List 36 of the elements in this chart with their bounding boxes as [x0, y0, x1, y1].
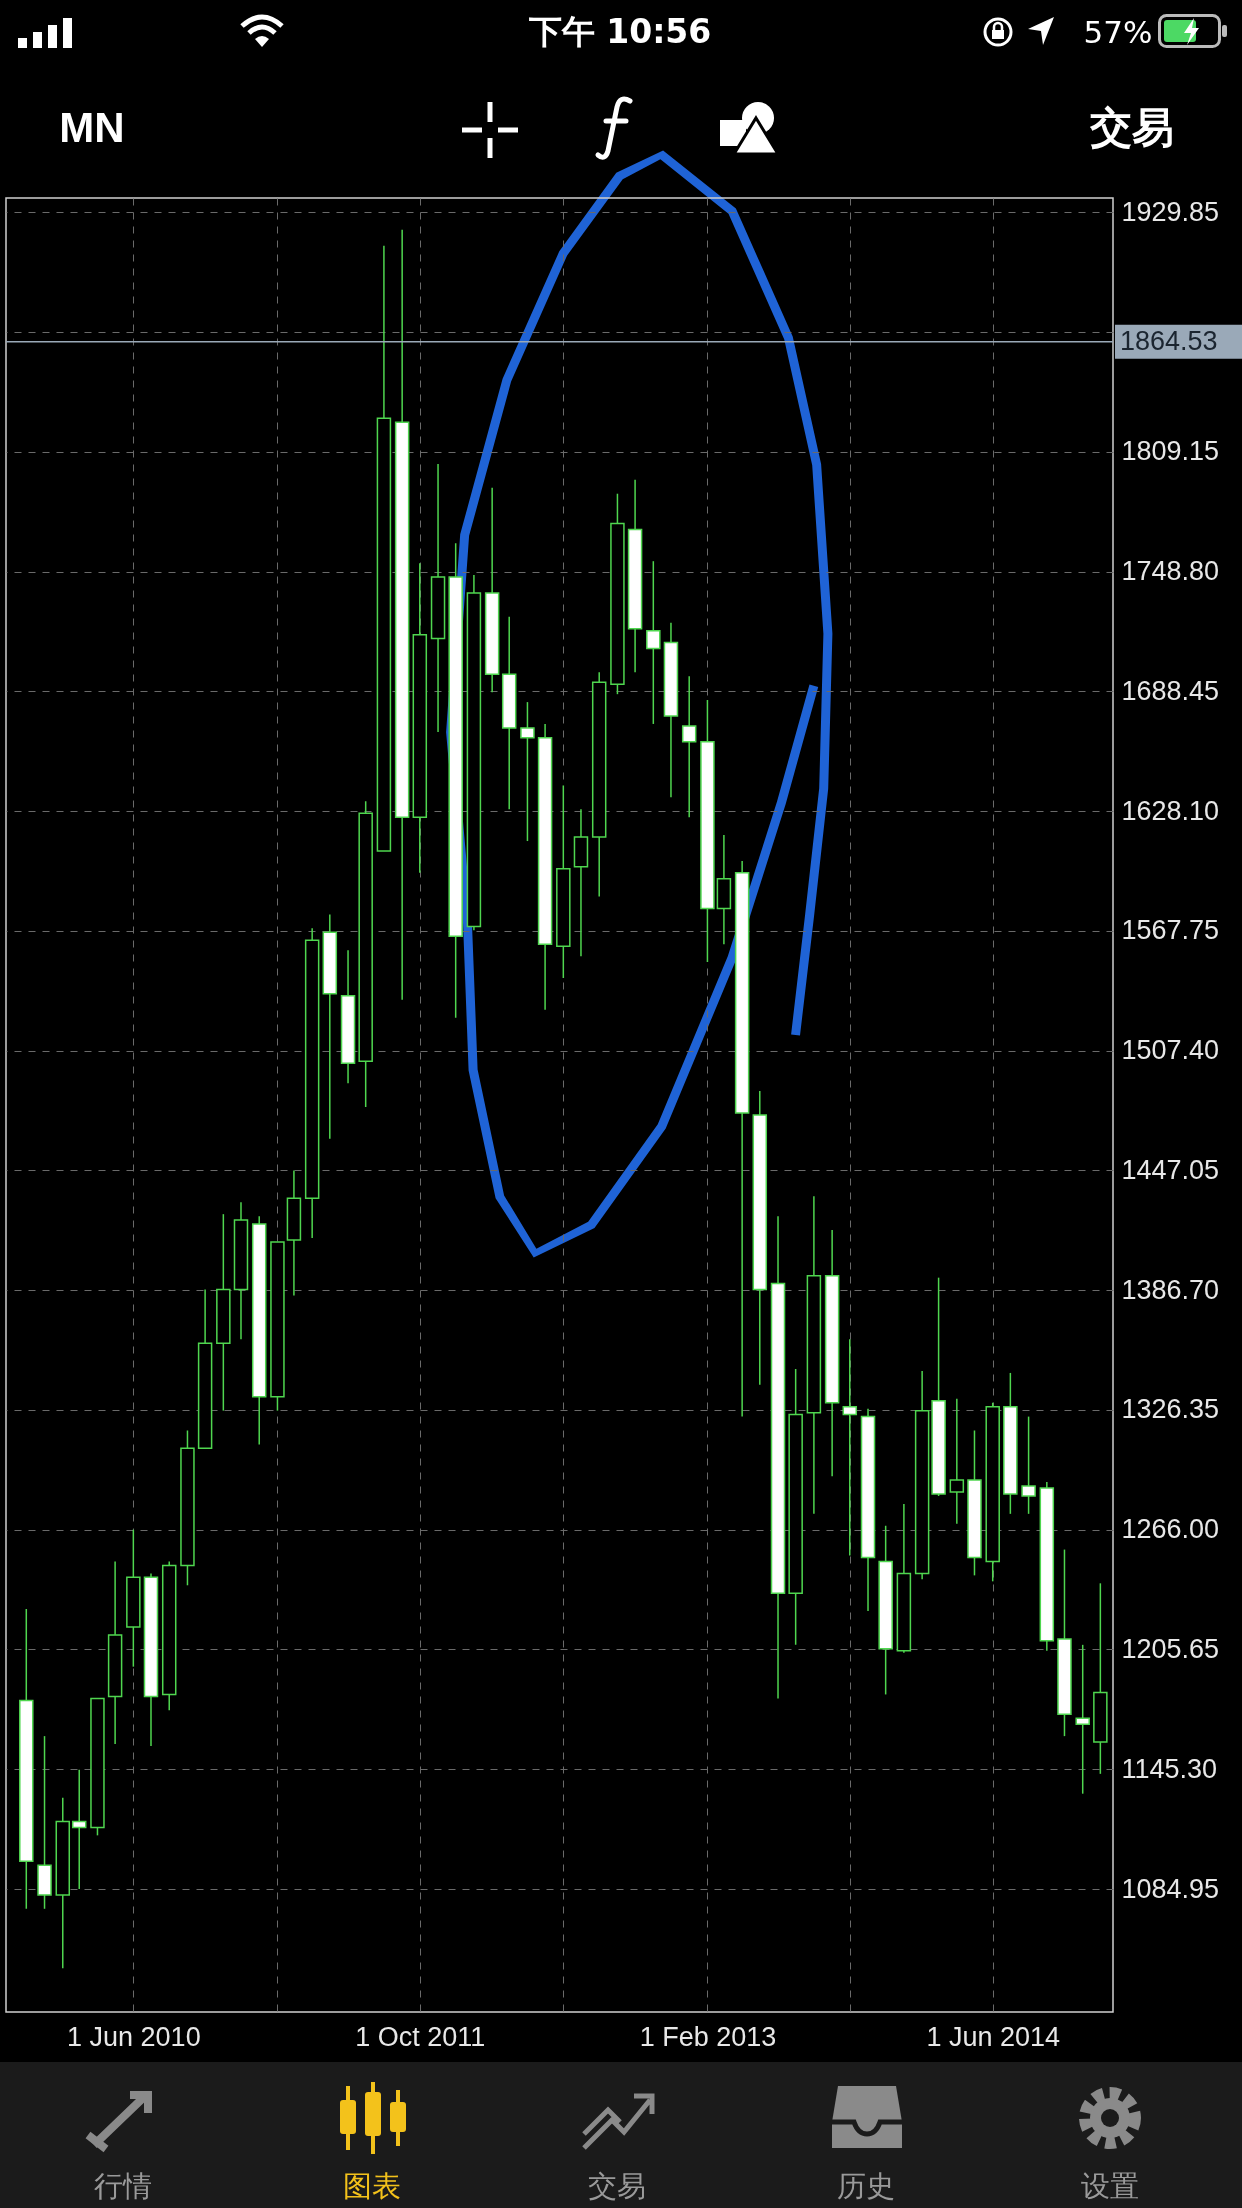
candlestick — [71, 1769, 87, 1890]
y-tick-label: 1205.65 — [1121, 1634, 1220, 1664]
y-tick-label: 1084.95 — [1121, 1873, 1220, 1904]
text: 行情 — [94, 2169, 152, 2204]
y-tick-label: 1929.85 — [1121, 196, 1220, 227]
text: 交易 — [1090, 103, 1174, 153]
x-tick-label: 1 Jun 2014 — [926, 2021, 1061, 2052]
y-tick-label: 1145.30 — [1121, 1753, 1218, 1784]
candlestick — [1075, 1644, 1090, 1795]
x-tick-label: 1 Feb 2013 — [639, 2021, 777, 2052]
y-tick-label: 1386.70 — [1121, 1274, 1220, 1305]
y-tick-label: 1567.75 — [1121, 915, 1220, 946]
x-tick-label: 1 Jun 2010 — [67, 2021, 201, 2052]
text: 图表 — [343, 2169, 401, 2204]
ref-line-label: 1864.53 — [1120, 325, 1218, 356]
text: 设置 — [1081, 2169, 1139, 2204]
candlestick — [646, 560, 661, 725]
text: MN — [59, 104, 125, 152]
y-tick-label: 1326.35 — [1121, 1394, 1220, 1425]
y-tick-label: 1748.80 — [1121, 556, 1220, 587]
y-tick-label: 1447.05 — [1121, 1154, 1220, 1185]
candlestick — [949, 1397, 965, 1525]
candlestick — [520, 701, 535, 842]
y-tick-label: 1809.15 — [1121, 436, 1220, 467]
y-tick-label: 1266.00 — [1121, 1514, 1220, 1545]
y-tick-label: 1507.40 — [1121, 1035, 1220, 1066]
text: 下午 10:56 — [528, 10, 712, 53]
candlestick — [842, 1338, 858, 1557]
candlestick — [681, 675, 697, 818]
text: 历史 — [837, 2169, 895, 2204]
candlestick — [1021, 1415, 1036, 1515]
text: 交易 — [588, 2169, 646, 2204]
y-tick-label: 1628.10 — [1121, 795, 1220, 826]
text: 57% — [1083, 14, 1153, 50]
y-tick-label: 1688.45 — [1121, 675, 1220, 706]
x-tick-label: 1 Oct 2011 — [355, 2021, 486, 2052]
